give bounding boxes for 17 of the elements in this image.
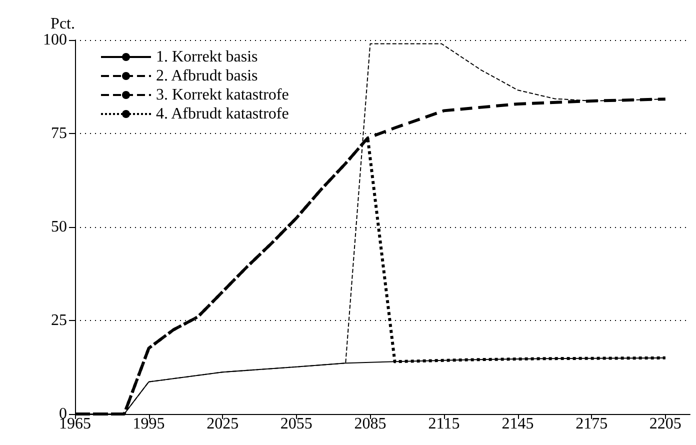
x-tick-label: 2115 xyxy=(428,416,460,432)
x-tick-label: 1995 xyxy=(132,416,165,432)
y-tick-label: 50 xyxy=(51,218,67,236)
x-tick-label: 2085 xyxy=(354,416,386,432)
y-tick-label: 100 xyxy=(43,32,67,48)
y-tick-label: 75 xyxy=(51,125,67,142)
y-tick-label: 25 xyxy=(51,312,67,329)
y-axis-title: Pct. xyxy=(50,16,75,32)
x-tick-label: 2205 xyxy=(649,416,682,432)
x-tick-label: 2175 xyxy=(576,416,608,432)
legend-label: 4. Afbrudt katastrofe xyxy=(156,106,289,122)
x-tick-label: 2025 xyxy=(206,416,239,432)
legend-label: 3. Korrekt katastrofe xyxy=(156,86,289,104)
legend-label: 2. Afbrudt basis xyxy=(156,68,258,84)
x-tick-label: 2055 xyxy=(280,416,312,432)
x-tick-label: 2145 xyxy=(502,416,534,432)
legend-label: 1. Korrekt basis xyxy=(156,48,258,66)
